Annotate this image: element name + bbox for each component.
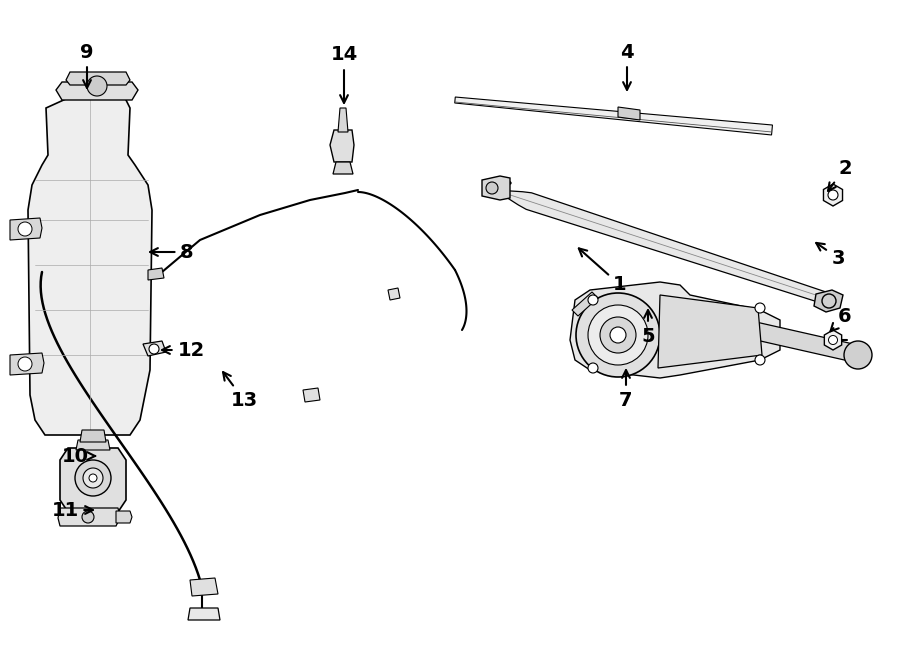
Circle shape	[486, 182, 498, 194]
Polygon shape	[330, 130, 354, 162]
Polygon shape	[618, 107, 640, 120]
Text: 4: 4	[620, 42, 634, 90]
Text: 12: 12	[162, 340, 204, 360]
Polygon shape	[28, 98, 152, 435]
Circle shape	[87, 76, 107, 96]
Text: 7: 7	[619, 370, 633, 410]
Polygon shape	[56, 82, 138, 100]
Polygon shape	[333, 162, 353, 174]
Polygon shape	[756, 322, 862, 364]
Polygon shape	[658, 295, 762, 368]
Polygon shape	[824, 330, 842, 350]
Text: 3: 3	[816, 243, 845, 268]
Polygon shape	[76, 440, 110, 450]
Polygon shape	[188, 608, 220, 620]
Polygon shape	[303, 388, 320, 402]
Circle shape	[844, 341, 872, 369]
Polygon shape	[572, 292, 598, 316]
Circle shape	[822, 294, 836, 308]
Text: 5: 5	[641, 310, 655, 346]
Polygon shape	[454, 97, 772, 135]
Circle shape	[149, 344, 159, 354]
Text: 6: 6	[831, 307, 851, 331]
Circle shape	[83, 468, 103, 488]
Circle shape	[610, 327, 626, 343]
Circle shape	[600, 317, 636, 353]
Text: 9: 9	[80, 42, 94, 88]
Circle shape	[588, 295, 598, 305]
Circle shape	[576, 293, 660, 377]
Polygon shape	[814, 290, 843, 312]
Text: 10: 10	[61, 446, 95, 465]
Circle shape	[755, 303, 765, 313]
Polygon shape	[494, 188, 827, 303]
Circle shape	[89, 474, 97, 482]
Polygon shape	[80, 430, 106, 442]
Polygon shape	[60, 448, 126, 512]
Text: 1: 1	[579, 249, 626, 295]
Text: 14: 14	[330, 46, 357, 103]
Text: 11: 11	[51, 500, 93, 520]
Polygon shape	[824, 184, 842, 206]
Polygon shape	[388, 288, 400, 300]
Polygon shape	[570, 282, 780, 378]
Polygon shape	[143, 341, 166, 356]
Polygon shape	[338, 108, 348, 132]
Circle shape	[588, 363, 598, 373]
Circle shape	[828, 190, 838, 200]
Polygon shape	[148, 268, 164, 280]
Text: 2: 2	[828, 159, 851, 191]
Circle shape	[18, 357, 32, 371]
Polygon shape	[116, 511, 132, 523]
Circle shape	[829, 336, 838, 344]
Circle shape	[588, 305, 648, 365]
Polygon shape	[482, 176, 510, 200]
Circle shape	[75, 460, 111, 496]
Circle shape	[755, 355, 765, 365]
Polygon shape	[10, 218, 42, 240]
Text: 13: 13	[223, 372, 257, 410]
Circle shape	[18, 222, 32, 236]
Polygon shape	[58, 508, 120, 526]
Polygon shape	[66, 72, 130, 85]
Text: 8: 8	[150, 243, 194, 262]
Circle shape	[82, 511, 94, 523]
Polygon shape	[10, 353, 44, 375]
Polygon shape	[190, 578, 218, 596]
